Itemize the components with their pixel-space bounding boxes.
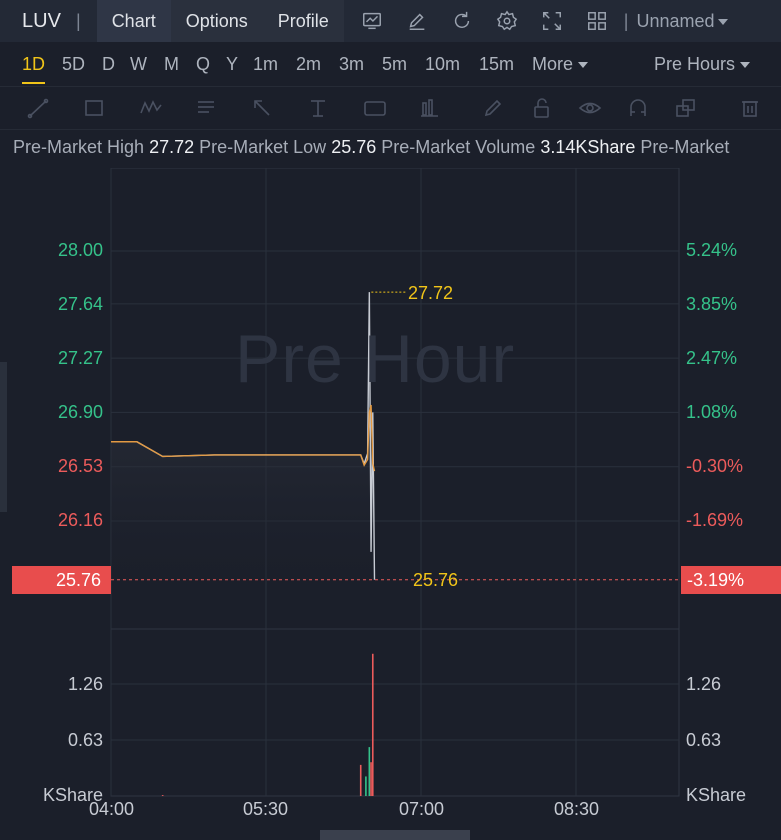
tab-chart[interactable]: Chart [96, 0, 171, 42]
percent-axis-right-label: 1.08% [686, 402, 738, 422]
period-d[interactable]: D [102, 54, 115, 74]
session-label: Pre Hours [654, 54, 736, 74]
current-change-badge: -3.19% [681, 566, 781, 594]
bottom-panel-handle[interactable] [320, 830, 470, 840]
premarket-high-value: 27.72 [149, 137, 195, 157]
arrow-icon[interactable] [251, 97, 279, 121]
price-axis-left-label: 26.90 [57, 402, 103, 422]
price-axis-left-label: 26.16 [57, 510, 103, 530]
volume-axis-right-label: 0.63 [686, 730, 722, 750]
settings-gear-icon[interactable] [485, 0, 530, 42]
pencil-icon[interactable] [482, 97, 510, 121]
tab-options[interactable]: Options [170, 0, 263, 42]
volume-bar [161, 795, 164, 796]
volume-axis-left-label: 0.63 [67, 730, 103, 750]
premarket-volume-label: Pre-Market Volume [381, 137, 536, 157]
time-axis-label: 05:30 [243, 799, 289, 819]
period-more-dropdown[interactable]: More [532, 54, 589, 75]
premarket-low-label: Pre-Market Low [199, 137, 327, 157]
magnet-icon[interactable] [626, 97, 654, 121]
header-toolbar [350, 0, 620, 42]
price-axis-left-label: 26.53 [57, 456, 103, 476]
price-axis-left-label: 28.00 [57, 240, 103, 260]
premarket-trailing-label: Pre-Market [640, 137, 730, 157]
premarket-stats: Pre-Market High 27.72 Pre-Market Low 25.… [13, 137, 781, 158]
premarket-low-value: 25.76 [331, 137, 377, 157]
percent-axis-right-label: 3.85% [686, 294, 738, 314]
refresh-icon[interactable] [440, 0, 485, 42]
volume-axis-right-label: 1.26 [686, 674, 722, 694]
rectangle-icon[interactable] [83, 97, 111, 121]
price-chart[interactable]: Pre Hour 28.00 27.64 27.27 26.90 26.53 2… [0, 168, 781, 840]
drawing-toolbar [0, 86, 781, 130]
percent-axis-right-label: -1.69% [686, 510, 744, 530]
period-15m[interactable]: 15m [479, 54, 515, 74]
label-icon[interactable] [363, 97, 391, 121]
time-axis-label: 07:00 [399, 799, 445, 819]
volume-unit-left: KShare [42, 785, 103, 805]
price-axis-left-label: 27.27 [57, 348, 103, 368]
high-marker-label: 27.72 [408, 283, 454, 303]
text-note-icon[interactable] [195, 97, 223, 121]
volume-bar [365, 776, 367, 796]
period-w[interactable]: W [130, 54, 147, 74]
volume-unit-right: KShare [686, 785, 747, 805]
ticker-symbol: LUV [22, 9, 61, 32]
period-2m[interactable]: 2m [296, 54, 322, 74]
lock-icon[interactable] [530, 97, 558, 121]
premarket-high-label: Pre-Market High [13, 137, 145, 157]
eye-icon[interactable] [578, 97, 606, 121]
trash-icon[interactable] [738, 97, 766, 121]
period-5d[interactable]: 5D [62, 54, 86, 74]
percent-axis-right-label: -0.30% [686, 456, 744, 476]
period-1d[interactable]: 1D [22, 54, 46, 84]
left-panel-handle[interactable] [0, 362, 7, 512]
premarket-volume-value: 3.14KShare [540, 137, 636, 157]
fullscreen-icon[interactable] [530, 0, 575, 42]
percent-axis-right-label: 5.24% [686, 240, 738, 260]
price-axis-left-label: 27.64 [57, 294, 103, 314]
top-nav: LUV | Chart Options Profile | Unnamed [0, 0, 781, 42]
volume-axis-left-label: 1.26 [67, 674, 103, 694]
bar-marker-icon[interactable] [418, 97, 446, 121]
price-area [111, 292, 375, 580]
time-axis-label: 08:30 [554, 799, 600, 819]
period-more-label: More [532, 54, 574, 74]
period-5m[interactable]: 5m [382, 54, 408, 74]
low-marker-label: 25.76 [413, 570, 459, 590]
period-1m[interactable]: 1m [253, 54, 279, 74]
period-m[interactable]: M [164, 54, 179, 74]
period-y[interactable]: Y [226, 54, 239, 74]
period-q[interactable]: Q [196, 54, 211, 74]
layout-grid-icon[interactable] [575, 0, 620, 42]
pattern-icon[interactable] [139, 97, 167, 121]
layout-separator: | [623, 10, 629, 31]
tab-profile[interactable]: Profile [262, 0, 344, 42]
layers-icon[interactable] [674, 97, 702, 121]
chevron-down-icon [717, 18, 728, 25]
period-selector: 1D 5D D W M Q Y 1m 2m 3m 5m 10m 15m More… [0, 42, 781, 86]
percent-axis-right-label: 2.47% [686, 348, 738, 368]
volume-bar [368, 747, 371, 796]
chevron-down-icon [578, 62, 589, 69]
period-3m[interactable]: 3m [339, 54, 365, 74]
volume-bar [371, 653, 374, 796]
ticker-separator: | [76, 10, 81, 31]
period-10m[interactable]: 10m [425, 54, 461, 74]
chart-watermark: Pre Hour [235, 321, 516, 397]
trend-line-icon[interactable] [27, 97, 55, 121]
volume-bar [370, 762, 372, 796]
layout-name-dropdown[interactable]: Unnamed [636, 10, 728, 32]
session-dropdown[interactable]: Pre Hours [654, 54, 751, 75]
current-price-badge: 25.76 [12, 566, 111, 594]
time-axis-label: 04:00 [89, 799, 135, 819]
chart-canvas [110, 168, 681, 797]
measure-icon[interactable] [307, 97, 335, 121]
layout-name-label: Unnamed [636, 10, 715, 31]
draw-pen-icon[interactable] [395, 0, 440, 42]
indicator-chart-icon[interactable] [350, 0, 395, 42]
average-price-line [111, 404, 376, 472]
chevron-down-icon [740, 62, 751, 69]
volume-bar [359, 764, 362, 796]
